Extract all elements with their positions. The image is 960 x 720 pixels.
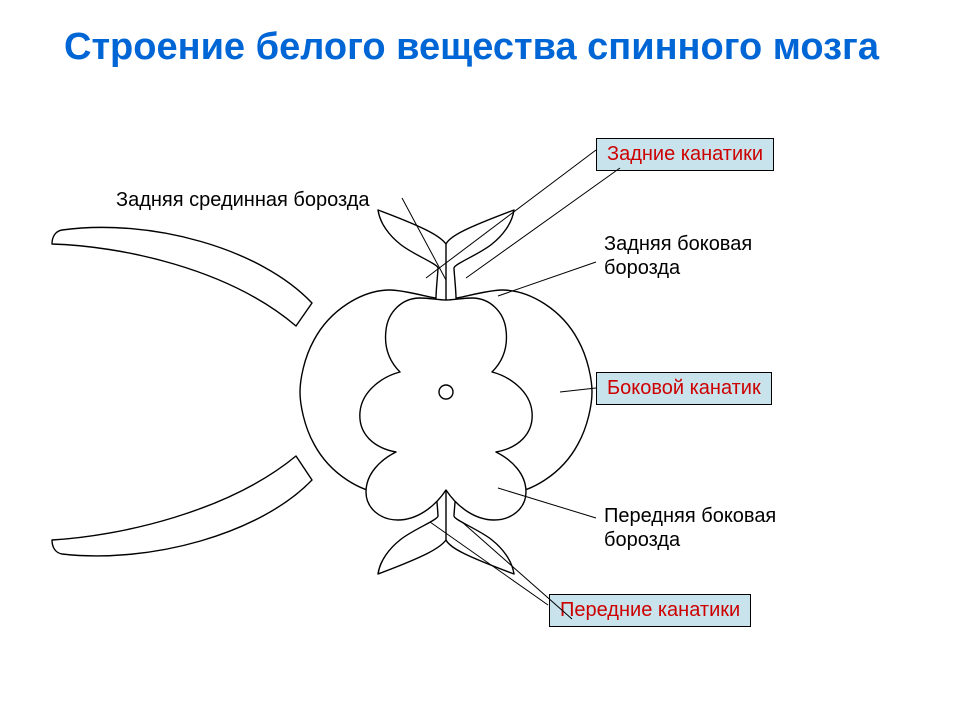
spinal-cord-diagram (0, 0, 960, 720)
